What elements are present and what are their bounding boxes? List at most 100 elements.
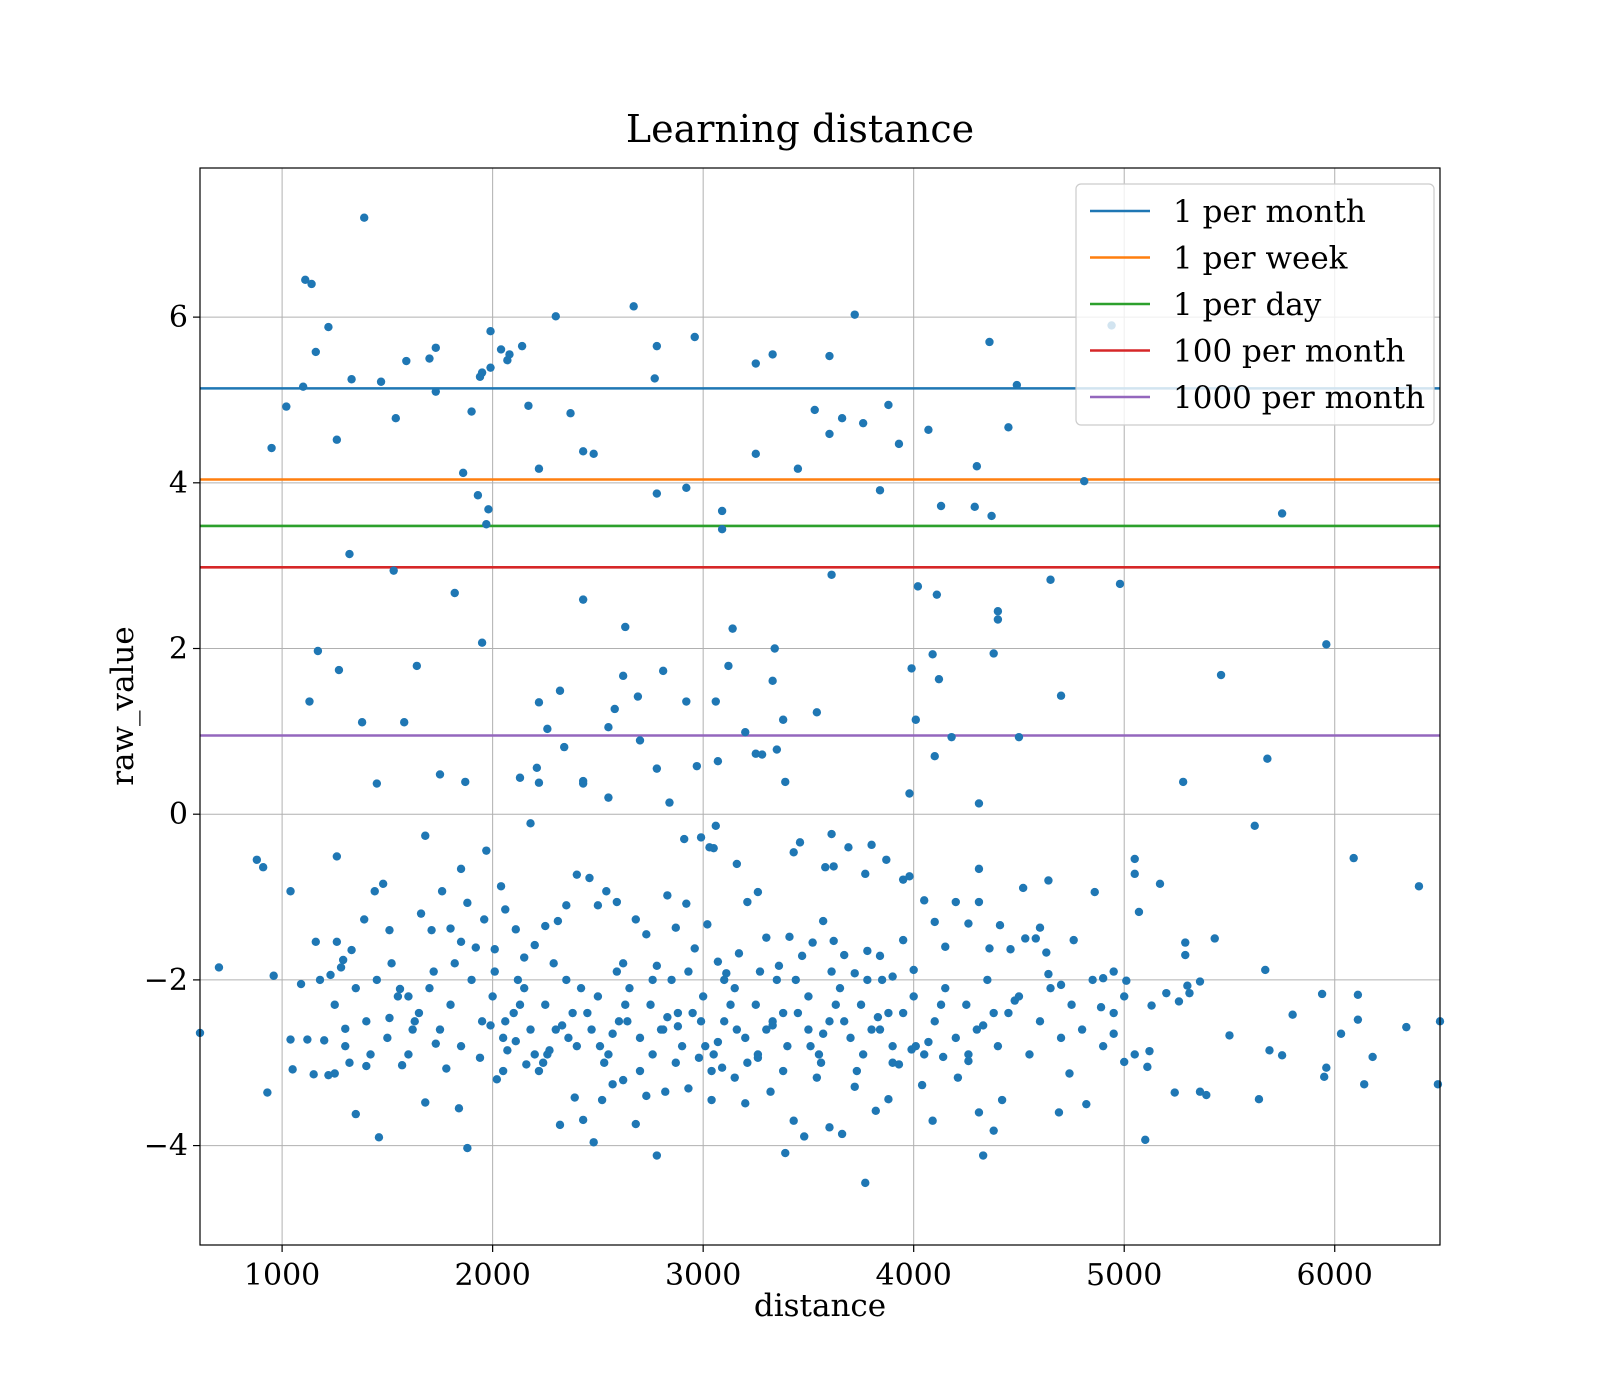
data-point xyxy=(898,875,908,884)
data-point xyxy=(1018,883,1028,893)
data-point xyxy=(983,975,992,985)
data-point xyxy=(1098,1041,1108,1051)
data-point xyxy=(566,409,575,418)
plot-frame xyxy=(199,167,1441,1246)
data-point xyxy=(938,1052,948,1062)
data-point xyxy=(541,921,550,931)
data-point xyxy=(475,1053,485,1062)
data-point xyxy=(612,967,622,976)
data-point xyxy=(1147,1001,1156,1010)
data-point xyxy=(1414,882,1424,891)
data-point xyxy=(543,724,552,734)
data-point xyxy=(578,1115,588,1125)
data-point xyxy=(463,1143,472,1153)
data-point xyxy=(913,582,923,591)
data-point xyxy=(1145,1046,1154,1056)
data-point xyxy=(282,402,291,411)
data-point xyxy=(576,983,586,993)
data-point xyxy=(882,855,891,864)
data-point xyxy=(366,1050,375,1059)
data-point xyxy=(614,1017,624,1026)
data-point xyxy=(360,915,369,924)
data-point xyxy=(534,464,544,473)
data-point xyxy=(652,341,662,351)
data-point xyxy=(376,377,386,386)
data-point xyxy=(391,413,400,423)
data-point xyxy=(768,676,777,686)
data-point xyxy=(595,1041,605,1051)
data-point xyxy=(694,1053,704,1062)
data-point xyxy=(1134,907,1144,917)
data-point xyxy=(286,1035,295,1044)
data-point xyxy=(953,1073,963,1082)
data-point xyxy=(1044,969,1053,979)
data-point xyxy=(347,945,356,955)
data-point xyxy=(467,975,476,985)
data-point xyxy=(551,1025,560,1034)
data-point xyxy=(1014,992,1024,1001)
y-axis-ticks: −4 −2 0 2 4 6 xyxy=(144,300,200,1164)
data-point xyxy=(551,312,560,321)
reference-lines xyxy=(200,387,1440,737)
data-point xyxy=(888,1058,897,1067)
data-point xyxy=(768,350,777,359)
data-point xyxy=(1109,967,1118,976)
data-point xyxy=(650,374,659,383)
data-point xyxy=(345,549,354,559)
data-point xyxy=(488,992,497,1001)
data-point xyxy=(661,1087,670,1096)
data-point xyxy=(951,897,960,907)
data-point xyxy=(772,975,782,985)
data-point xyxy=(562,975,571,985)
data-point xyxy=(652,764,662,773)
data-point xyxy=(1162,988,1171,998)
data-point xyxy=(387,959,396,968)
data-point xyxy=(374,1133,384,1142)
data-point xyxy=(810,405,819,415)
data-point xyxy=(671,923,680,932)
data-point xyxy=(301,275,310,285)
data-point xyxy=(524,401,533,410)
data-point xyxy=(827,967,836,976)
data-point xyxy=(793,1008,803,1018)
data-point xyxy=(534,1066,544,1076)
data-point xyxy=(450,959,459,968)
data-point xyxy=(825,1123,834,1132)
data-point xyxy=(454,1104,464,1113)
data-point xyxy=(498,1033,508,1043)
y-tick-label: 2 xyxy=(169,632,188,667)
legend-entry: 1 per month xyxy=(1173,194,1366,230)
data-point xyxy=(288,1065,297,1074)
x-tick-label: 3000 xyxy=(665,1258,741,1293)
data-point xyxy=(612,897,622,907)
data-point xyxy=(812,708,822,717)
data-point xyxy=(658,1025,668,1034)
data-point xyxy=(604,793,613,802)
data-point xyxy=(930,752,939,761)
data-point xyxy=(269,971,278,980)
data-point xyxy=(1122,976,1131,985)
data-point xyxy=(503,1046,512,1055)
data-point xyxy=(1433,1080,1443,1089)
data-point xyxy=(917,1080,927,1090)
data-point xyxy=(602,887,611,896)
data-point xyxy=(1155,879,1165,888)
x-axis-label: distance xyxy=(754,1288,886,1324)
data-point xyxy=(351,983,360,993)
data-point xyxy=(484,505,493,514)
data-point xyxy=(446,924,455,933)
data-point xyxy=(480,915,489,924)
data-point xyxy=(471,943,480,952)
data-point xyxy=(578,779,588,788)
data-point xyxy=(623,1017,632,1026)
data-point xyxy=(498,1066,508,1076)
data-point xyxy=(416,909,426,918)
data-point xyxy=(768,1021,777,1030)
data-point xyxy=(711,697,720,706)
data-point xyxy=(526,1025,535,1034)
data-point xyxy=(743,1058,752,1067)
data-point xyxy=(621,1000,630,1009)
data-point xyxy=(1004,423,1013,432)
data-point xyxy=(252,855,262,864)
data-point xyxy=(920,896,929,905)
